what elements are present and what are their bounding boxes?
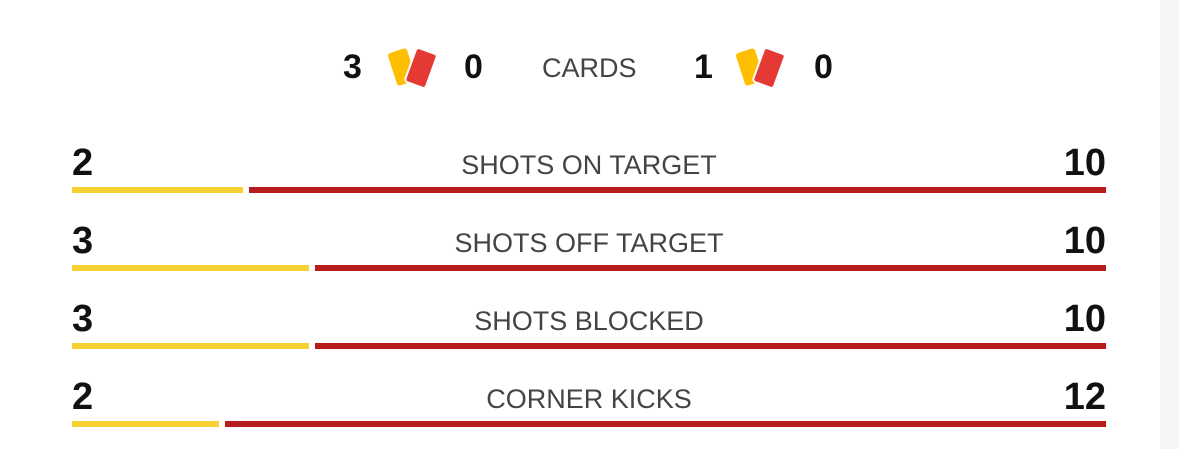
stat-label: SHOTS BLOCKED [474,306,704,336]
away-bar [224,421,1106,427]
home-bar [72,343,310,349]
home-red-cards: 0 [464,48,483,86]
home-yellow-cards: 3 [343,48,362,86]
home-value: 3 [72,220,94,262]
stat-row-shots-blocked: 3 SHOTS BLOCKED 10 [72,298,1106,358]
comparison-bar [72,421,1106,427]
away-bar [315,265,1106,271]
stat-row-corner-kicks: 2 CORNER KICKS 12 [72,376,1106,436]
stat-label: SHOTS OFF TARGET [454,228,724,258]
scrollbar-track[interactable] [1160,0,1179,449]
home-bar [72,265,310,271]
home-value: 3 [72,298,94,340]
cards-icon [736,47,786,89]
away-red-cards: 0 [814,48,833,86]
away-bar [249,187,1106,193]
home-bar [72,187,244,193]
stat-row-shots-off-target: 3 SHOTS OFF TARGET 10 [72,220,1106,280]
stat-row-shots-on-target: 2 SHOTS ON TARGET 10 [72,142,1106,202]
comparison-bar [72,187,1106,193]
home-value: 2 [72,142,94,184]
cards-label: CARDS [542,53,637,83]
cards-row: 3 0 CARDS 1 0 [0,44,1179,94]
cards-icon [388,47,438,89]
comparison-bar [72,343,1106,349]
comparison-bar [72,265,1106,271]
home-bar [72,421,219,427]
away-value: 12 [1063,376,1106,418]
away-bar [315,343,1106,349]
away-value: 10 [1063,220,1106,262]
stat-label: CORNER KICKS [486,384,692,414]
stat-label: SHOTS ON TARGET [461,150,717,180]
away-yellow-cards: 1 [694,48,713,86]
home-value: 2 [72,376,94,418]
away-value: 10 [1063,142,1106,184]
away-value: 10 [1063,298,1106,340]
